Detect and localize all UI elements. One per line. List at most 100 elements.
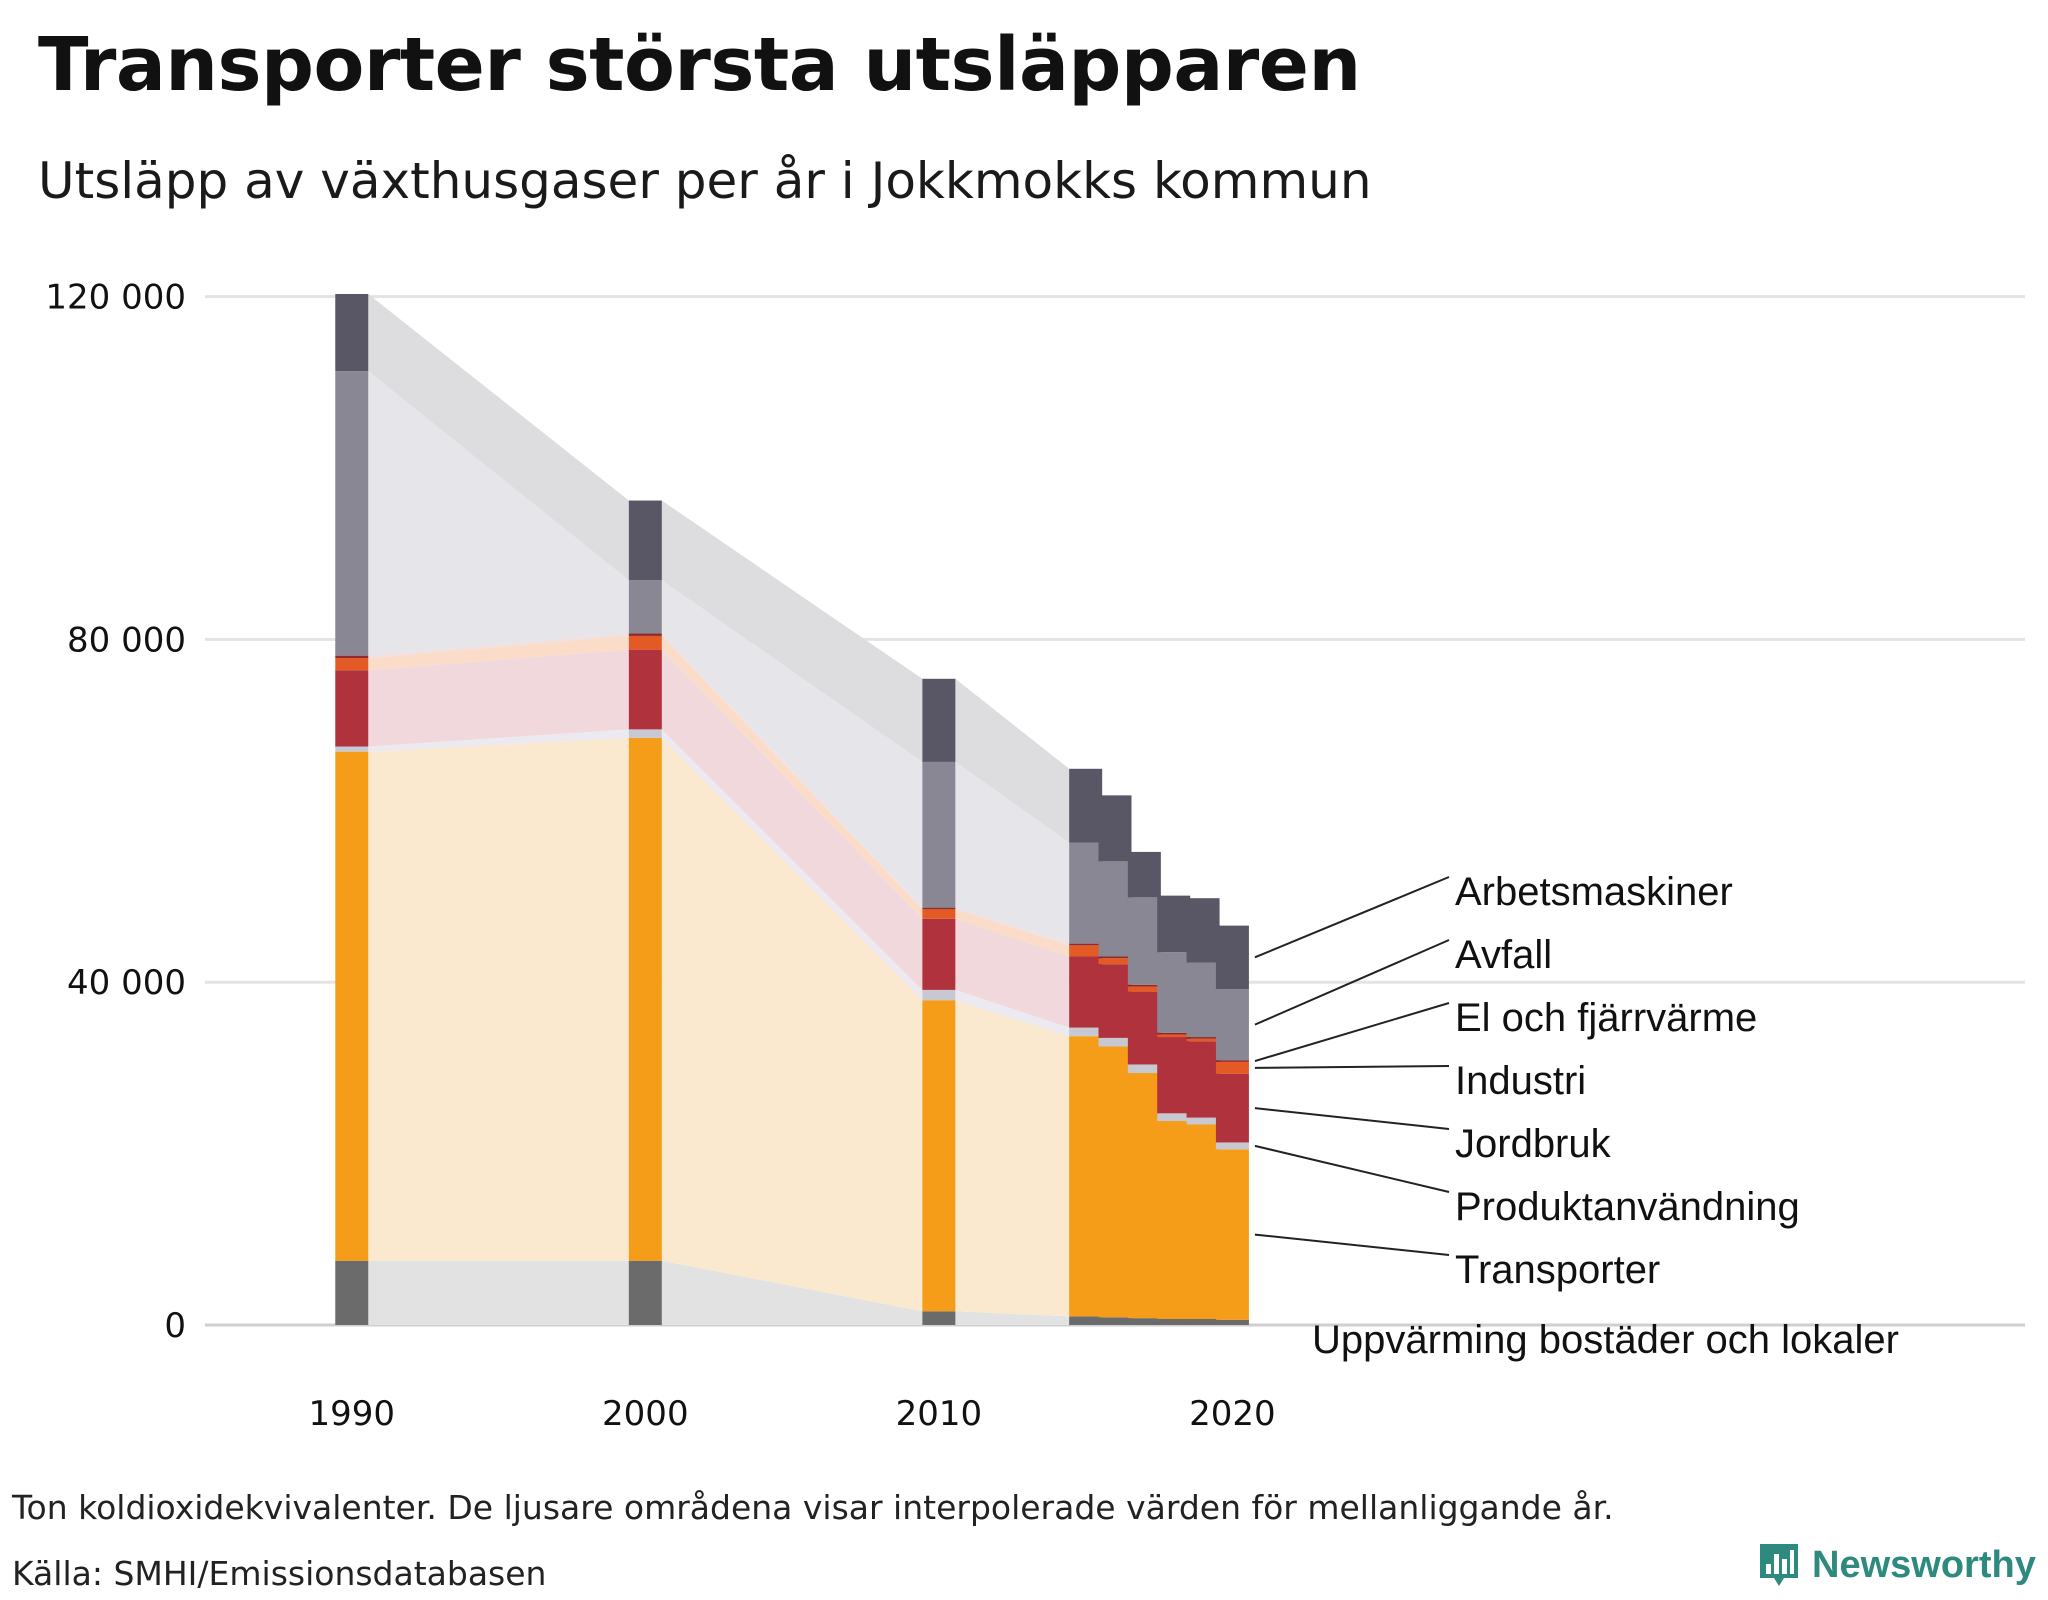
bar-segment[interactable] <box>922 761 956 908</box>
bar-segment[interactable] <box>922 918 956 990</box>
leader-line <box>1254 1065 1450 1069</box>
bar-segment[interactable] <box>1157 1032 1191 1035</box>
bar-segment[interactable] <box>1215 925 1249 990</box>
bar-segment[interactable] <box>1098 861 1132 957</box>
bar-segment[interactable] <box>335 655 369 659</box>
bar-segment[interactable] <box>1127 1064 1161 1074</box>
bar-segment[interactable] <box>922 1000 956 1312</box>
interpolated-area <box>955 989 1070 1037</box>
bar-segment[interactable] <box>1069 943 1103 946</box>
bar-segment[interactable] <box>628 580 662 634</box>
bar-segment[interactable] <box>1157 1037 1191 1114</box>
bar-segment[interactable] <box>335 1260 369 1325</box>
bar-segment[interactable] <box>1215 1149 1249 1320</box>
bar-segment[interactable] <box>1098 1317 1132 1325</box>
bar-segment[interactable] <box>1186 1037 1220 1039</box>
axis-labels: 0 40 000 80 000 120 000 1990 2000 2010 2020 <box>45 278 1275 1434</box>
bar-segment[interactable] <box>1069 1316 1103 1325</box>
interpolated-areas <box>368 293 1220 1325</box>
bar-segment[interactable] <box>1157 1121 1191 1320</box>
bar-segment[interactable] <box>335 746 369 752</box>
bar-segment[interactable] <box>1215 989 1249 1061</box>
interpolated-area <box>661 1260 923 1325</box>
bar-segment[interactable] <box>1069 1036 1103 1317</box>
bar-segment[interactable] <box>1127 1073 1161 1319</box>
bar-segment[interactable] <box>1215 1142 1249 1150</box>
bar-segment[interactable] <box>335 293 369 372</box>
bar-segment[interactable] <box>628 635 662 650</box>
bar-segment[interactable] <box>628 500 662 581</box>
bar-segment[interactable] <box>335 670 369 747</box>
interpolated-area <box>368 633 629 659</box>
bar-segment[interactable] <box>1127 984 1161 987</box>
bar-segment[interactable] <box>1127 851 1161 898</box>
bar-segment[interactable] <box>922 678 956 762</box>
interpolated-area <box>661 580 923 908</box>
bar-segment[interactable] <box>1069 956 1103 1028</box>
bar-segment[interactable] <box>1127 991 1161 1065</box>
bar-segment[interactable] <box>1157 1113 1191 1122</box>
bar-segment[interactable] <box>628 729 662 738</box>
leader-line <box>1254 939 1450 1026</box>
interpolated-area <box>368 649 629 747</box>
bar-segment[interactable] <box>335 658 369 671</box>
bar-segment[interactable] <box>628 633 662 636</box>
interpolated-area <box>955 909 1070 957</box>
bar-segment[interactable] <box>335 751 369 1261</box>
interpolated-area <box>955 1311 1070 1325</box>
interpolated-area <box>661 649 923 990</box>
bar-segment[interactable] <box>1069 842 1103 944</box>
bar-segment[interactable] <box>1186 1038 1220 1042</box>
bar-segment[interactable] <box>922 909 956 919</box>
bar-segment[interactable] <box>1098 964 1132 1038</box>
bar-segment[interactable] <box>1186 1319 1220 1325</box>
interpolated-area <box>955 918 1070 1028</box>
bar-segment[interactable] <box>1186 898 1220 963</box>
bar-segment[interactable] <box>1069 1027 1103 1037</box>
leader-line <box>1254 876 1450 959</box>
bar-segment[interactable] <box>1215 1073 1249 1143</box>
brand-name: Newsworthy <box>1812 1543 2036 1586</box>
series-label: Industri <box>1455 1059 1586 1103</box>
bar-segment[interactable] <box>1215 1319 1249 1325</box>
bar-segment[interactable] <box>1157 952 1191 1033</box>
bar-segment[interactable] <box>1069 945 1103 957</box>
bar-segment[interactable] <box>335 371 369 656</box>
bar-segment[interactable] <box>1215 1060 1249 1062</box>
bar-segment[interactable] <box>1098 795 1132 862</box>
bar-segment[interactable] <box>628 737 662 1261</box>
bar-segment[interactable] <box>1098 1046 1132 1318</box>
bar-segment[interactable] <box>922 1311 956 1325</box>
bar-segment[interactable] <box>628 1260 662 1325</box>
interpolated-area <box>661 500 923 762</box>
bar-segment[interactable] <box>1127 986 1161 992</box>
bar-segment[interactable] <box>922 907 956 910</box>
x-tick-label: 1990 <box>309 1394 396 1434</box>
newsworthy-logo[interactable]: Newsworthy <box>1756 1540 2036 1590</box>
bar-segment[interactable] <box>1186 1117 1220 1125</box>
bar-segment[interactable] <box>1157 1319 1191 1325</box>
bar-segment[interactable] <box>1127 897 1161 985</box>
interpolated-area <box>955 907 1070 946</box>
bar-segment[interactable] <box>1186 962 1220 1038</box>
bar-segment[interactable] <box>1157 1034 1191 1038</box>
series-label: Produktanvändning <box>1455 1185 1800 1229</box>
interpolated-area <box>661 633 923 910</box>
leader-line <box>1254 1233 1450 1256</box>
bar-segment[interactable] <box>1186 1124 1220 1320</box>
bar-segment[interactable] <box>1098 1037 1132 1047</box>
bars <box>335 293 1249 1325</box>
bar-segment[interactable] <box>1127 1318 1161 1325</box>
bar-segment[interactable] <box>922 989 956 1001</box>
bar-segment[interactable] <box>1186 1041 1220 1118</box>
interpolated-area <box>368 1260 629 1325</box>
bar-segment[interactable] <box>1215 1061 1249 1074</box>
bar-segment[interactable] <box>1157 895 1191 953</box>
series-label: Transporter <box>1455 1248 1660 1292</box>
bar-segment[interactable] <box>1098 958 1132 965</box>
bar-segment[interactable] <box>1098 956 1132 959</box>
series-label: Jordbruk <box>1455 1122 1612 1166</box>
bar-segment[interactable] <box>1069 768 1103 843</box>
bar-segment[interactable] <box>628 649 662 730</box>
interpolated-area <box>368 371 629 656</box>
